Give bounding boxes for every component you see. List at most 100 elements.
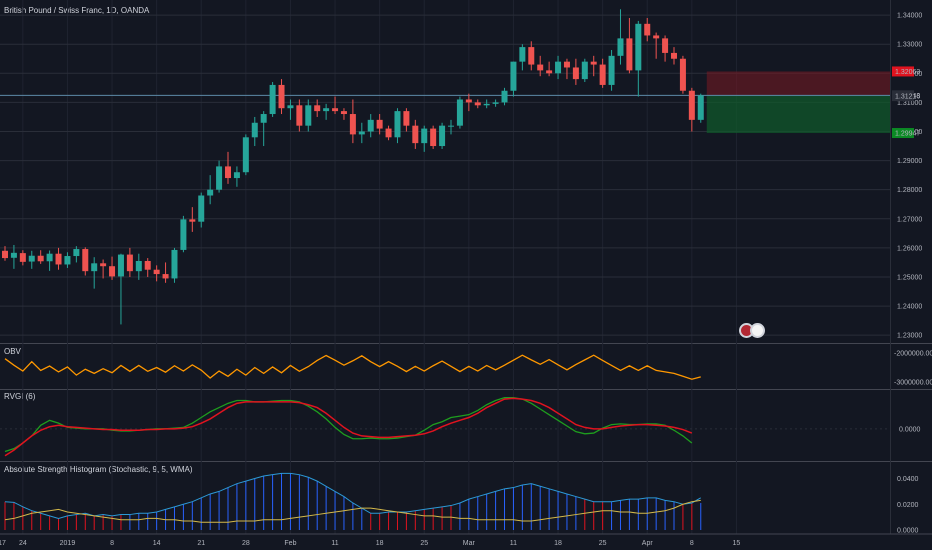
- candle-body: [501, 90, 508, 103]
- ash-tick-label: 0.0000: [897, 528, 919, 535]
- candle-body: [189, 219, 196, 222]
- pane-divider[interactable]: [0, 389, 932, 390]
- candle-body: [126, 254, 133, 272]
- candle-body: [117, 254, 124, 277]
- candle-body: [287, 105, 294, 109]
- pane-divider[interactable]: [0, 461, 932, 462]
- rvgi-title: RVGI (6): [4, 392, 36, 401]
- x-tick-label: 21: [197, 540, 205, 547]
- price-tick-label: 1.26000: [897, 245, 922, 252]
- candle-body: [109, 266, 116, 277]
- obv-pane[interactable]: OBV: [0, 345, 890, 388]
- price-tick-label: 1.29000: [897, 158, 922, 165]
- x-tick-label: 11: [331, 540, 338, 547]
- candle-body: [617, 38, 624, 56]
- candle-body: [510, 61, 517, 91]
- candle-body: [563, 61, 570, 68]
- candle-body: [233, 172, 240, 179]
- candle-body: [430, 128, 437, 147]
- price-pane[interactable]: British Pound / Swiss Franc, 1D, OANDA: [0, 0, 890, 343]
- price-tick-label: 1.23000: [897, 333, 922, 340]
- candle-body: [519, 47, 526, 62]
- x-tick-label: 25: [599, 540, 607, 547]
- x-tick-label: 15: [733, 540, 741, 547]
- candle-body: [73, 249, 80, 257]
- target-price-tag-bg: [892, 128, 914, 139]
- candle-body: [590, 61, 597, 65]
- candle-body: [644, 23, 651, 36]
- candle-body: [367, 119, 374, 132]
- rvgi-pane[interactable]: RVGI (6): [0, 390, 890, 461]
- candle-body: [323, 108, 330, 112]
- price-tick-label: 1.28000: [897, 187, 922, 194]
- x-tick-label: 14: [153, 540, 161, 547]
- candle-body: [465, 99, 472, 103]
- candle-body: [278, 84, 285, 109]
- candle-body: [144, 260, 151, 270]
- candle-body: [349, 114, 356, 135]
- candle-body: [456, 99, 463, 126]
- x-tick-label: 17: [0, 540, 6, 547]
- x-tick-label: Apr: [642, 540, 654, 547]
- candle-body: [296, 105, 303, 126]
- ash-bull-line: [4, 472, 702, 519]
- candle-body: [216, 166, 223, 190]
- candle-body: [2, 250, 8, 259]
- candle-body: [492, 102, 499, 104]
- candle-body: [251, 122, 258, 138]
- candle-body: [135, 260, 142, 272]
- candle-body: [608, 55, 615, 85]
- x-tick-label: 18: [554, 540, 562, 547]
- obv-tick-label: -3000000.0000: [894, 380, 932, 387]
- candle-body: [546, 70, 553, 74]
- ash-tick-label: 0.0200: [897, 502, 919, 509]
- ash-pane[interactable]: Absolute Strength Histogram (Stochastic,…: [0, 462, 890, 534]
- candle-body: [474, 102, 481, 106]
- candle-body: [688, 90, 695, 120]
- price-tick-label: 1.24000: [897, 304, 922, 311]
- x-tick-label: 8: [690, 540, 694, 547]
- candle-body: [332, 108, 339, 112]
- candle-body: [28, 255, 35, 262]
- candle-body: [581, 61, 588, 80]
- candle-body: [64, 256, 71, 265]
- candle-body: [10, 252, 17, 258]
- price-tick-label: 1.31000: [897, 100, 922, 107]
- candle-body: [394, 111, 401, 138]
- rvgi-tick-label: 0.0000: [899, 426, 921, 433]
- x-tick-label: 11: [510, 540, 517, 547]
- candle-body: [260, 114, 267, 123]
- stop-price-tag-bg: [892, 66, 914, 77]
- target-price-tag: 1.29947: [895, 131, 920, 138]
- candle-body: [82, 249, 89, 272]
- candle-body: [100, 263, 107, 267]
- candle-body: [599, 64, 606, 85]
- candle-body: [653, 35, 660, 39]
- candle-body: [412, 125, 419, 144]
- candle-body: [305, 105, 312, 126]
- candle-body: [91, 263, 98, 272]
- candle-body: [697, 95, 704, 120]
- price-tick-label: 1.25000: [897, 274, 922, 281]
- obv-title: OBV: [4, 347, 21, 356]
- take-profit-zone: [706, 95, 890, 134]
- event-badge-icon[interactable]: [750, 323, 765, 338]
- price-axis[interactable]: [890, 0, 932, 534]
- x-tick-label: 25: [420, 540, 428, 547]
- obv-tick-label: -2000000.0000: [894, 350, 932, 357]
- candle-body: [19, 253, 26, 262]
- x-tick-label: 8: [110, 540, 114, 547]
- pane-divider[interactable]: [0, 343, 932, 344]
- candle-body: [662, 38, 669, 53]
- obv-line: [4, 354, 701, 380]
- candle-body: [242, 137, 249, 173]
- x-tick-label: 18: [376, 540, 384, 547]
- candle-body: [421, 128, 428, 144]
- ash-bear-line: [4, 499, 701, 523]
- x-tick-label: Feb: [284, 540, 296, 547]
- candle-body: [448, 125, 454, 127]
- rvgi-signal-line: [4, 397, 693, 457]
- candle-body: [671, 52, 677, 59]
- candle-body: [153, 269, 160, 275]
